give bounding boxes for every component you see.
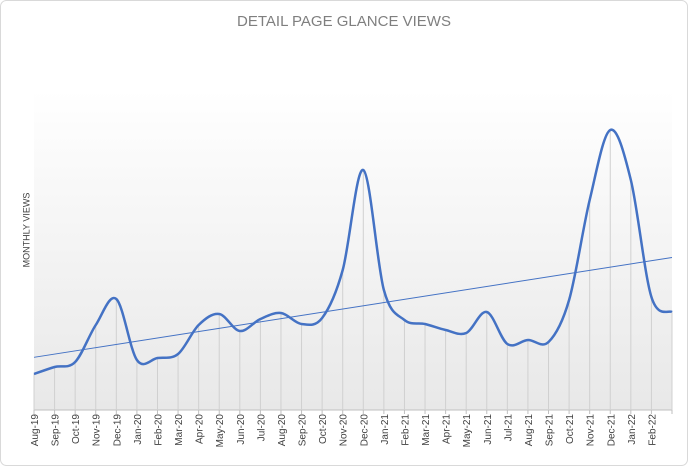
- x-tick-label: Jan-22: [627, 414, 638, 445]
- x-tick-label: Sep-21: [545, 414, 556, 447]
- x-tick-label: Dec-19: [112, 414, 123, 447]
- x-tick-label: Oct-21: [565, 414, 576, 444]
- x-tick-label: Sep-19: [51, 414, 62, 447]
- y-axis-label: MONTHLY VIEWS: [21, 193, 31, 268]
- x-tick-label: Sep-20: [298, 414, 309, 447]
- x-tick-label: Jan-20: [133, 414, 144, 445]
- x-tick-label: Jul-21: [503, 414, 514, 442]
- x-tick-label: Feb-20: [153, 414, 164, 446]
- x-tick-label: Aug-19: [30, 414, 41, 447]
- x-tick-label: Apr-20: [195, 414, 206, 444]
- x-tick-label: Nov-21: [586, 414, 597, 447]
- x-tick-label: Nov-19: [92, 414, 103, 447]
- x-tick-label: May-20: [215, 414, 226, 448]
- plot-area: [34, 90, 672, 410]
- x-tick-label: Dec-21: [606, 414, 617, 447]
- x-tick-label: Aug-20: [277, 414, 288, 447]
- x-tick-label: Oct-20: [318, 414, 329, 444]
- x-tick-label: Jan-21: [380, 414, 391, 445]
- x-tick-label: Feb-22: [647, 414, 658, 446]
- x-tick-label: Mar-21: [421, 414, 432, 446]
- x-tick-label: Nov-20: [339, 414, 350, 447]
- x-tick-label: Feb-21: [400, 414, 411, 446]
- x-tick-label: Oct-19: [71, 414, 82, 444]
- x-tick-label: Mar-20: [174, 414, 185, 446]
- chart-title: DETAIL PAGE GLANCE VIEWS: [237, 13, 451, 30]
- x-tick-label: Jul-20: [256, 414, 267, 442]
- trendline: [33, 257, 673, 358]
- x-tick-label: Jun-21: [483, 414, 494, 445]
- x-tick-label: Jun-20: [236, 414, 247, 445]
- x-tick-label: Apr-21: [442, 414, 453, 444]
- data-line: [33, 128, 673, 376]
- x-tick-label: Dec-20: [359, 414, 370, 447]
- x-tick-label: Aug-21: [524, 414, 535, 447]
- x-tick-label: May-21: [462, 414, 473, 448]
